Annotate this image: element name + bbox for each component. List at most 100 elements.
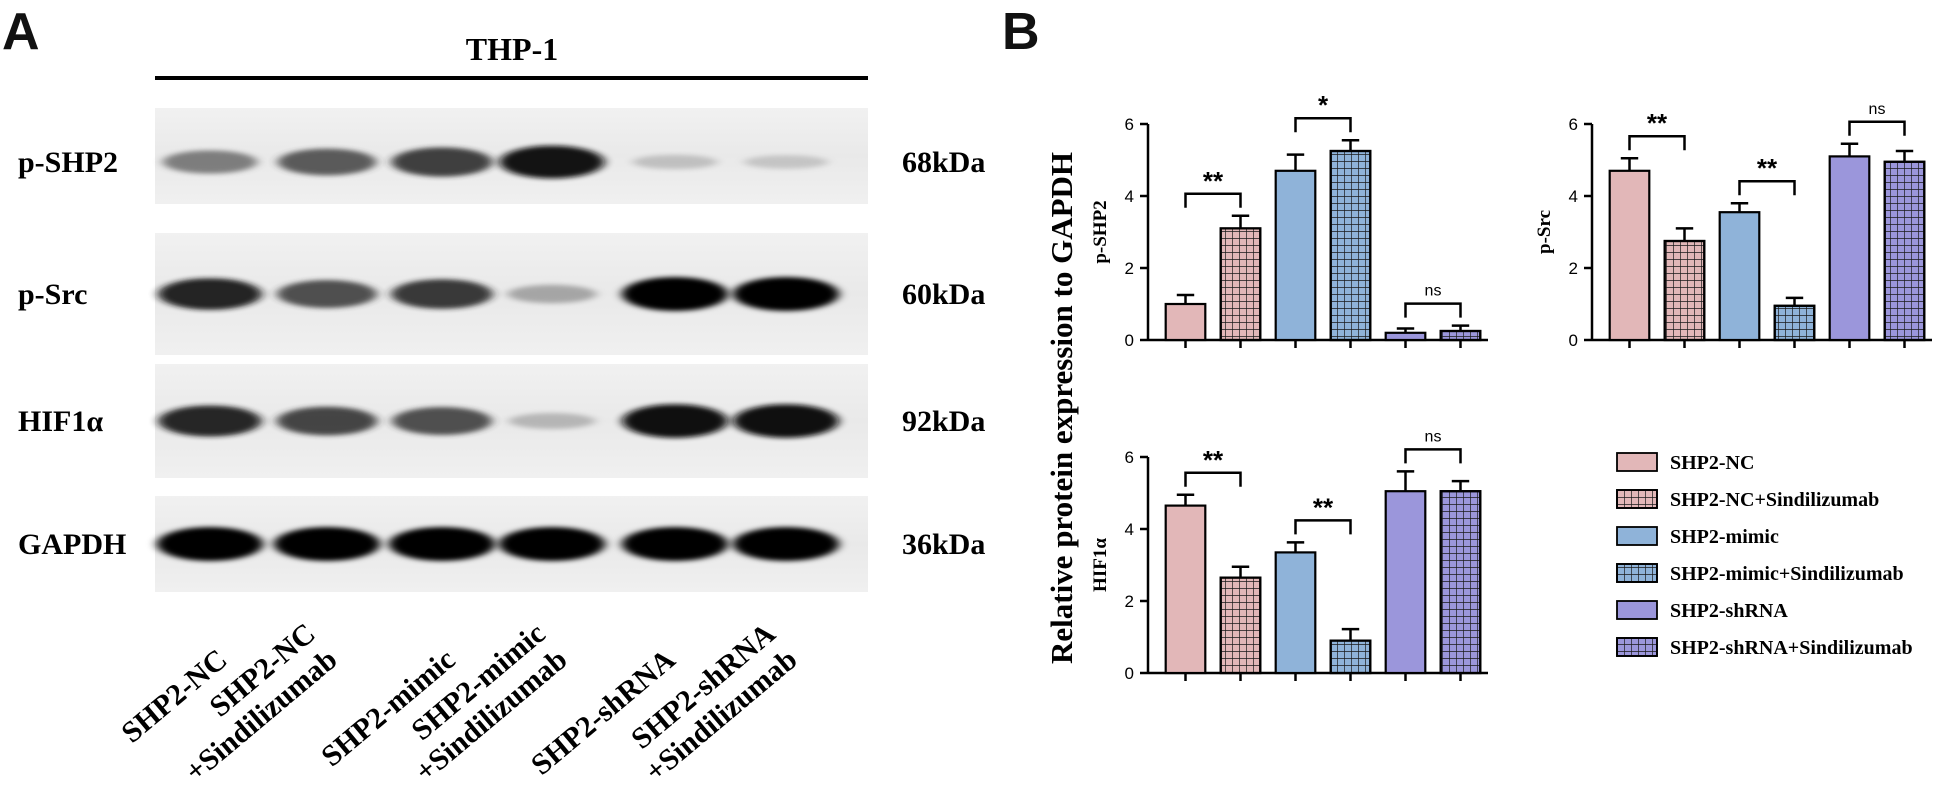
significance-bracket: [1404, 302, 1462, 318]
significance-label: **: [1313, 492, 1334, 522]
blot-band: [733, 277, 839, 311]
bar: [1274, 551, 1317, 675]
chart-y-label: HIF1α: [1090, 538, 1111, 592]
cell-line-label: THP-1: [466, 31, 558, 67]
bar: [1718, 211, 1761, 342]
legend-swatch-hatch: [1616, 489, 1658, 509]
bar-hatch: [1663, 239, 1706, 342]
y-tick-label: 2: [1125, 259, 1134, 278]
y-tick-label: 4: [1569, 187, 1578, 206]
bar: [1384, 331, 1427, 342]
significance-bracket: [1184, 192, 1242, 208]
molecular-weight-label: 68kDa: [902, 146, 985, 179]
protein-label: HIF1α: [18, 405, 103, 438]
blot-band: [508, 413, 596, 429]
chart-y-label: p-SHP2: [1090, 200, 1111, 263]
chart-y-label: p-Src: [1534, 210, 1555, 254]
legend-swatch-hatch: [1616, 563, 1658, 583]
blot-band: [499, 145, 605, 179]
blot-band: [499, 527, 605, 561]
legend-swatch: [1616, 600, 1658, 620]
significance-label: **: [1203, 445, 1224, 475]
protein-label: GAPDH: [18, 528, 126, 561]
bar-chart-3: 0 2 4 6 HIF1α ** ** ns: [1090, 428, 1488, 683]
legend-label: SHP2-NC: [1670, 452, 1754, 474]
bar: [1828, 155, 1871, 342]
protein-label: p-Src: [18, 278, 87, 311]
y-tick-label: 0: [1569, 331, 1578, 350]
y-tick-label: 6: [1125, 115, 1134, 134]
bar: [1164, 504, 1207, 675]
legend-swatch-hatch: [1616, 637, 1658, 657]
blot-band: [158, 405, 262, 437]
panel-label-b: B: [1002, 3, 1040, 61]
blot-band: [622, 527, 728, 561]
significance-bracket: [1404, 448, 1462, 464]
panel-label-a: A: [2, 3, 40, 61]
bar-hatch: [1773, 304, 1816, 342]
legend-label: SHP2-shRNA+Sindilizumab: [1670, 637, 1913, 659]
blot-band: [632, 154, 718, 170]
blot-band: [158, 278, 262, 310]
y-tick-label: 4: [1125, 520, 1134, 539]
blot-band: [391, 279, 493, 309]
protein-label: p-SHP2: [18, 146, 118, 179]
significance-bracket: [1848, 120, 1906, 136]
blot-band: [274, 527, 380, 561]
shared-y-axis-label: Relative protein expression to GAPDH: [1044, 152, 1079, 664]
blot-band: [157, 527, 263, 561]
significance-label: **: [1203, 166, 1224, 196]
blot-band: [276, 406, 378, 436]
blot-band: [389, 527, 495, 561]
molecular-weight-label: 92kDa: [902, 405, 985, 438]
blot-band: [622, 404, 728, 438]
legend-swatch: [1616, 526, 1658, 546]
blot-band: [744, 155, 828, 169]
bar: [1274, 169, 1317, 342]
significance-bracket: [1738, 179, 1796, 196]
bar-hatch: [1329, 639, 1372, 675]
bar-hatch: [1439, 329, 1482, 342]
significance-label: **: [1647, 108, 1668, 138]
y-tick-label: 2: [1125, 592, 1134, 611]
bar-hatch: [1439, 490, 1482, 675]
bar: [1384, 490, 1427, 675]
significance-label: *: [1318, 90, 1329, 120]
blot-rows: p-SHP2 68kDa p-Src 60kDa HIF1α 92kDa GAPDH 36kD…: [18, 108, 985, 592]
y-tick-label: 6: [1125, 448, 1134, 467]
significance-bracket: [1294, 116, 1352, 133]
legend-swatch: [1616, 452, 1658, 472]
legend-label: SHP2-mimic+Sindilizumab: [1670, 563, 1904, 585]
molecular-weight-label: 60kDa: [902, 278, 985, 311]
bar-hatch: [1883, 160, 1926, 342]
y-tick-label: 2: [1569, 259, 1578, 278]
y-tick-label: 0: [1125, 331, 1134, 350]
legend-label: SHP2-NC+Sindilizumab: [1670, 489, 1879, 511]
blot-band: [733, 527, 839, 561]
molecular-weight-label: 36kDa: [902, 528, 985, 561]
significance-label: ns: [1425, 283, 1442, 300]
significance-label: ns: [1869, 101, 1886, 118]
blot-band: [162, 150, 258, 174]
legend-label: SHP2-shRNA: [1670, 600, 1788, 622]
western-blot: THP-1 p-SHP2 68kDa p-Src 60kDa HIF1α 92kDa GAP…: [18, 31, 985, 788]
bar-hatch: [1329, 149, 1372, 342]
legend: SHP2-NC SHP2-NC+Sindilizumab SHP2-mimic SHP…: [1616, 452, 1913, 659]
bar-chart-2: 0 2 4 6 p-Src ** ** ns: [1534, 101, 1932, 350]
blot-band: [391, 147, 493, 177]
legend-label: SHP2-mimic: [1670, 526, 1779, 548]
blot-band: [622, 277, 728, 311]
blot-band: [392, 407, 492, 435]
blot-band: [277, 280, 377, 308]
chart-group: 0246p-SHP2***ns0246p-Src****ns0246HIF1α*…: [1090, 90, 1932, 683]
y-tick-label: 0: [1125, 664, 1134, 683]
blot-band: [507, 284, 597, 304]
y-tick-label: 6: [1569, 115, 1578, 134]
blot-band: [277, 148, 377, 176]
bar-hatch: [1219, 576, 1262, 675]
significance-bracket: [1628, 134, 1686, 151]
bar: [1608, 169, 1651, 342]
significance-label: **: [1757, 153, 1778, 183]
